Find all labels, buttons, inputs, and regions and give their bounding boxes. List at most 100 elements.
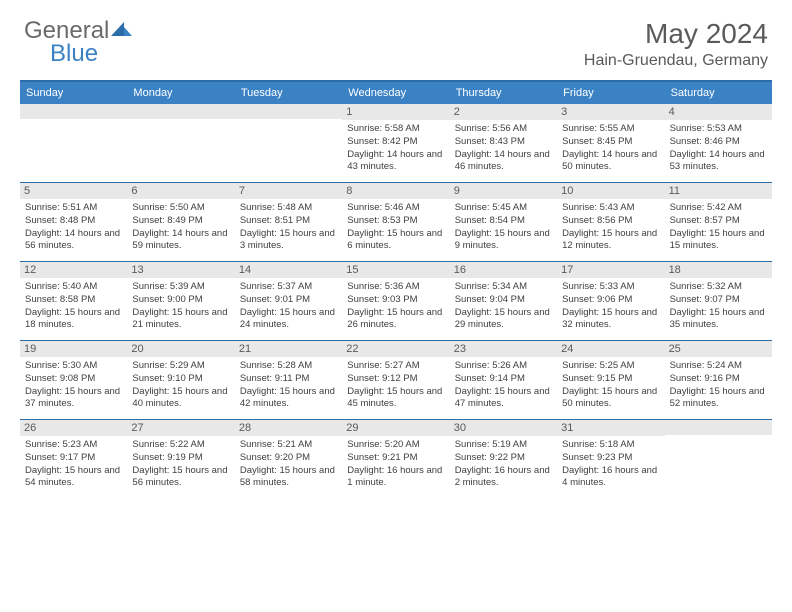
day-details: Sunrise: 5:26 AMSunset: 9:14 PMDaylight:… xyxy=(455,360,552,411)
logo: GeneralBlue xyxy=(24,18,133,66)
weekday-tuesday: Tuesday xyxy=(235,82,342,104)
day-number: 17 xyxy=(557,262,664,278)
location: Hain-Gruendau, Germany xyxy=(584,52,768,70)
day-cell: 8 Sunrise: 5:46 AMSunset: 8:53 PMDaylight… xyxy=(342,183,449,261)
day-details: Sunrise: 5:18 AMSunset: 9:23 PMDaylight:… xyxy=(562,439,659,490)
empty-cell xyxy=(665,420,772,498)
day-number: 31 xyxy=(557,420,664,436)
day-number: 26 xyxy=(20,420,127,436)
day-number: 21 xyxy=(235,341,342,357)
weekday-thursday: Thursday xyxy=(450,82,557,104)
day-details: Sunrise: 5:45 AMSunset: 8:54 PMDaylight:… xyxy=(455,202,552,253)
day-details: Sunrise: 5:55 AMSunset: 8:45 PMDaylight:… xyxy=(562,123,659,174)
day-number: 14 xyxy=(235,262,342,278)
day-cell: 17 Sunrise: 5:33 AMSunset: 9:06 PMDayligh… xyxy=(557,262,664,340)
weekday-header-row: SundayMondayTuesdayWednesdayThursdayFrid… xyxy=(20,82,772,104)
day-cell: 11Sunrise: 5:42 AMSunset: 8:57 PMDayligh… xyxy=(665,183,772,261)
empty-cell xyxy=(235,104,342,182)
empty-day-header xyxy=(127,104,234,119)
day-cell: 24 Sunrise: 5:25 AMSunset: 9:15 PMDayligh… xyxy=(557,341,664,419)
day-number: 3 xyxy=(557,104,664,120)
day-details: Sunrise: 5:25 AMSunset: 9:15 PMDaylight:… xyxy=(562,360,659,411)
week-row: 12 Sunrise: 5:40 AMSunset: 8:58 PMDayligh… xyxy=(20,262,772,341)
day-number: 4 xyxy=(665,104,772,120)
day-number: 22 xyxy=(342,341,449,357)
day-number: 23 xyxy=(450,341,557,357)
day-cell: 30Sunrise: 5:19 AMSunset: 9:22 PMDayligh… xyxy=(450,420,557,498)
day-number: 27 xyxy=(127,420,234,436)
day-number: 8 xyxy=(342,183,449,199)
day-details: Sunrise: 5:30 AMSunset: 9:08 PMDaylight:… xyxy=(25,360,122,411)
day-cell: 15 Sunrise: 5:36 AMSunset: 9:03 PMDayligh… xyxy=(342,262,449,340)
day-details: Sunrise: 5:32 AMSunset: 9:07 PMDaylight:… xyxy=(670,281,767,332)
day-number: 7 xyxy=(235,183,342,199)
day-details: Sunrise: 5:51 AMSunset: 8:48 PMDaylight:… xyxy=(25,202,122,253)
day-cell: 13Sunrise: 5:39 AMSunset: 9:00 PMDayligh… xyxy=(127,262,234,340)
day-number: 28 xyxy=(235,420,342,436)
day-details: Sunrise: 5:19 AMSunset: 9:22 PMDaylight:… xyxy=(455,439,552,490)
day-cell: 10 Sunrise: 5:43 AMSunset: 8:56 PMDayligh… xyxy=(557,183,664,261)
day-cell: 4 Sunrise: 5:53 AMSunset: 8:46 PMDaylight… xyxy=(665,104,772,182)
week-row: 5 Sunrise: 5:51 AMSunset: 8:48 PMDaylight… xyxy=(20,183,772,262)
day-details: Sunrise: 5:53 AMSunset: 8:46 PMDaylight:… xyxy=(670,123,767,174)
day-cell: 28 Sunrise: 5:21 AMSunset: 9:20 PMDayligh… xyxy=(235,420,342,498)
day-number: 20 xyxy=(127,341,234,357)
day-details: Sunrise: 5:56 AMSunset: 8:43 PMDaylight:… xyxy=(455,123,552,174)
day-details: Sunrise: 5:21 AMSunset: 9:20 PMDaylight:… xyxy=(240,439,337,490)
day-details: Sunrise: 5:50 AMSunset: 8:49 PMDaylight:… xyxy=(132,202,229,253)
week-row: 26 Sunrise: 5:23 AMSunset: 9:17 PMDayligh… xyxy=(20,420,772,498)
month-title: May 2024 xyxy=(584,18,768,50)
day-details: Sunrise: 5:23 AMSunset: 9:17 PMDaylight:… xyxy=(25,439,122,490)
day-cell: 26 Sunrise: 5:23 AMSunset: 9:17 PMDayligh… xyxy=(20,420,127,498)
day-number: 19 xyxy=(20,341,127,357)
day-details: Sunrise: 5:20 AMSunset: 9:21 PMDaylight:… xyxy=(347,439,444,490)
weekday-monday: Monday xyxy=(127,82,234,104)
week-row: 1 Sunrise: 5:58 AMSunset: 8:42 PMDaylight… xyxy=(20,104,772,183)
day-details: Sunrise: 5:29 AMSunset: 9:10 PMDaylight:… xyxy=(132,360,229,411)
empty-day-header xyxy=(20,104,127,119)
weekday-sunday: Sunday xyxy=(20,82,127,104)
day-number: 5 xyxy=(20,183,127,199)
day-details: Sunrise: 5:46 AMSunset: 8:53 PMDaylight:… xyxy=(347,202,444,253)
day-details: Sunrise: 5:28 AMSunset: 9:11 PMDaylight:… xyxy=(240,360,337,411)
empty-cell xyxy=(127,104,234,182)
weekday-wednesday: Wednesday xyxy=(342,82,449,104)
day-details: Sunrise: 5:40 AMSunset: 8:58 PMDaylight:… xyxy=(25,281,122,332)
day-details: Sunrise: 5:43 AMSunset: 8:56 PMDaylight:… xyxy=(562,202,659,253)
day-number: 2 xyxy=(450,104,557,120)
day-details: Sunrise: 5:58 AMSunset: 8:42 PMDaylight:… xyxy=(347,123,444,174)
day-number: 1 xyxy=(342,104,449,120)
day-cell: 9 Sunrise: 5:45 AMSunset: 8:54 PMDaylight… xyxy=(450,183,557,261)
day-details: Sunrise: 5:36 AMSunset: 9:03 PMDaylight:… xyxy=(347,281,444,332)
day-cell: 22Sunrise: 5:27 AMSunset: 9:12 PMDayligh… xyxy=(342,341,449,419)
day-cell: 12 Sunrise: 5:40 AMSunset: 8:58 PMDayligh… xyxy=(20,262,127,340)
day-details: Sunrise: 5:48 AMSunset: 8:51 PMDaylight:… xyxy=(240,202,337,253)
day-cell: 23 Sunrise: 5:26 AMSunset: 9:14 PMDayligh… xyxy=(450,341,557,419)
day-details: Sunrise: 5:33 AMSunset: 9:06 PMDaylight:… xyxy=(562,281,659,332)
day-details: Sunrise: 5:24 AMSunset: 9:16 PMDaylight:… xyxy=(670,360,767,411)
day-cell: 7 Sunrise: 5:48 AMSunset: 8:51 PMDaylight… xyxy=(235,183,342,261)
day-number: 18 xyxy=(665,262,772,278)
day-cell: 5 Sunrise: 5:51 AMSunset: 8:48 PMDaylight… xyxy=(20,183,127,261)
day-cell: 20 Sunrise: 5:29 AMSunset: 9:10 PMDayligh… xyxy=(127,341,234,419)
day-cell: 27Sunrise: 5:22 AMSunset: 9:19 PMDayligh… xyxy=(127,420,234,498)
day-cell: 6 Sunrise: 5:50 AMSunset: 8:49 PMDaylight… xyxy=(127,183,234,261)
day-cell: 1 Sunrise: 5:58 AMSunset: 8:42 PMDaylight… xyxy=(342,104,449,182)
day-cell: 29Sunrise: 5:20 AMSunset: 9:21 PMDayligh… xyxy=(342,420,449,498)
day-number: 10 xyxy=(557,183,664,199)
day-cell: 19 Sunrise: 5:30 AMSunset: 9:08 PMDayligh… xyxy=(20,341,127,419)
day-details: Sunrise: 5:37 AMSunset: 9:01 PMDaylight:… xyxy=(240,281,337,332)
day-number: 16 xyxy=(450,262,557,278)
day-details: Sunrise: 5:42 AMSunset: 8:57 PMDaylight:… xyxy=(670,202,767,253)
day-number: 9 xyxy=(450,183,557,199)
day-number: 15 xyxy=(342,262,449,278)
calendar: SundayMondayTuesdayWednesdayThursdayFrid… xyxy=(20,80,772,498)
day-number: 25 xyxy=(665,341,772,357)
day-number: 12 xyxy=(20,262,127,278)
day-number: 24 xyxy=(557,341,664,357)
day-details: Sunrise: 5:34 AMSunset: 9:04 PMDaylight:… xyxy=(455,281,552,332)
empty-day-header xyxy=(235,104,342,119)
day-number: 6 xyxy=(127,183,234,199)
day-details: Sunrise: 5:39 AMSunset: 9:00 PMDaylight:… xyxy=(132,281,229,332)
logo-triangle-icon xyxy=(111,18,133,41)
